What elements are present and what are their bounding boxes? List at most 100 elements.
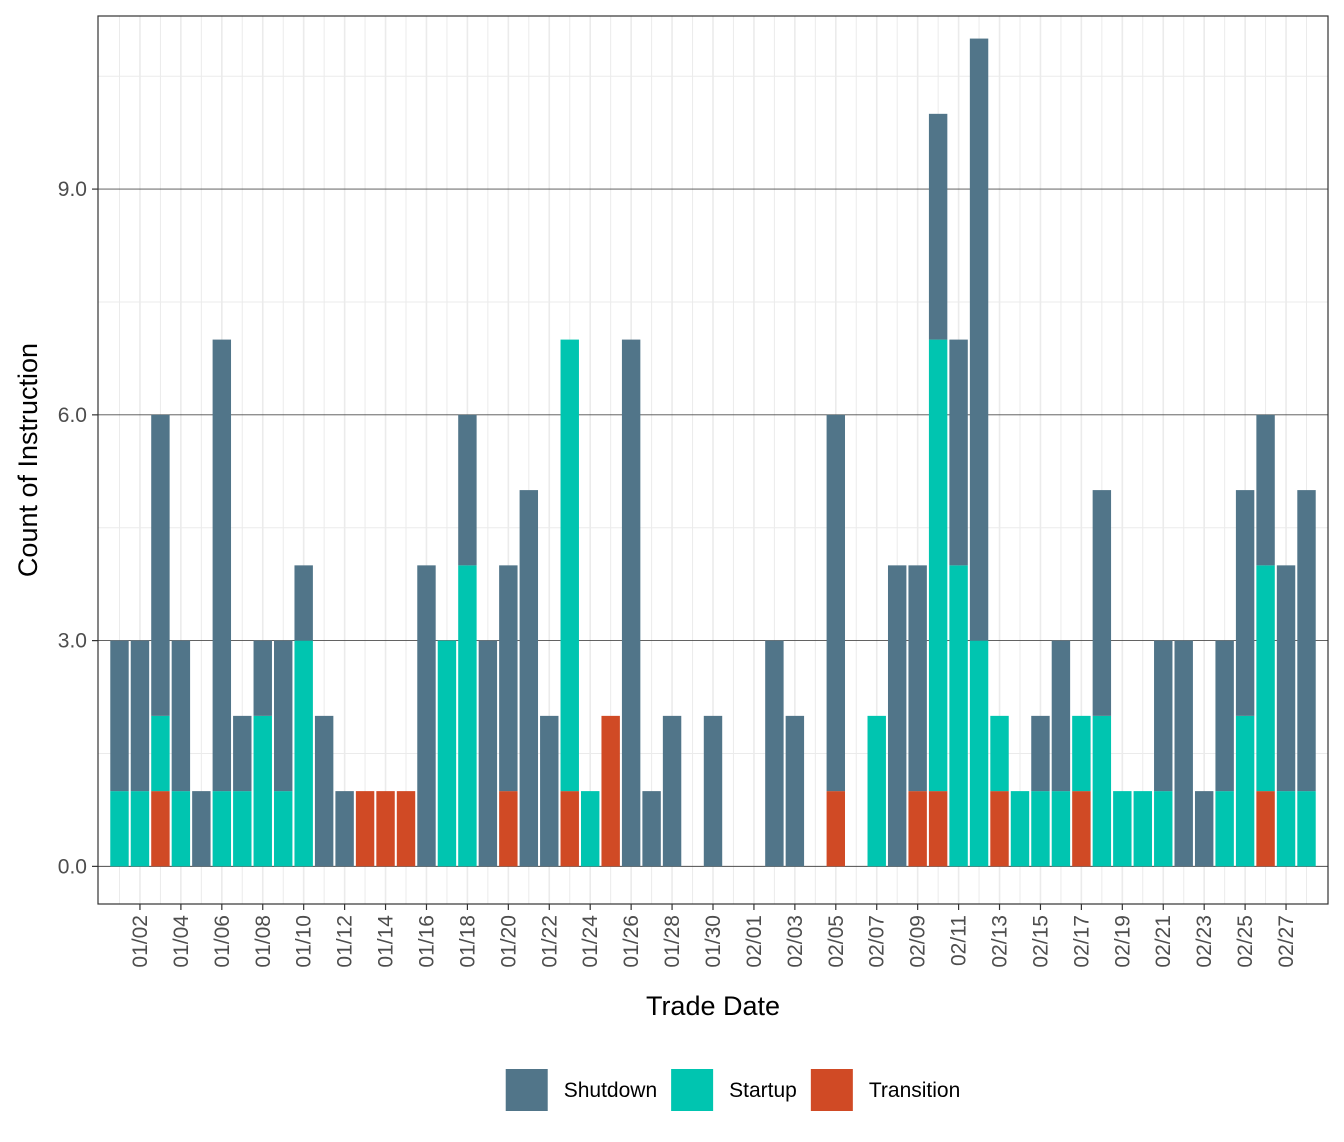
bar-shutdown-01-02 <box>130 640 150 792</box>
y-tick-label: 9.0 <box>58 178 87 201</box>
x-axis: 01/02 01/04 01/06 01/08 01/10 01/12 01/14 01/16… <box>129 904 1298 968</box>
bar-startup-01-18 <box>458 565 477 867</box>
bar-shutdown-01-03 <box>151 414 170 716</box>
bar-shutdown-02-16 <box>1051 640 1071 792</box>
x-tick-label: 01/06 <box>211 915 234 968</box>
bar-shutdown-01-21 <box>519 490 539 867</box>
legend-label-transition: Transition <box>869 1079 960 1102</box>
bar-startup-01-01 <box>110 791 129 867</box>
bar-startup-02-07 <box>867 715 886 867</box>
x-tick-label: 01/22 <box>538 915 561 968</box>
bar-shutdown-02-26 <box>1256 414 1275 566</box>
bar-shutdown-02-28 <box>1297 490 1316 792</box>
bar-transition-01-13 <box>355 791 375 867</box>
bar-shutdown-02-09 <box>908 565 927 792</box>
bar-shutdown-01-07 <box>233 715 252 792</box>
bar-shutdown-02-03 <box>785 715 805 867</box>
bar-startup-01-02 <box>130 791 150 867</box>
x-tick-label: 02/17 <box>1070 915 1093 968</box>
bar-transition-01-23 <box>560 791 579 867</box>
bar-startup-02-20 <box>1133 791 1152 867</box>
bar-startup-01-08 <box>253 715 272 867</box>
bar-startup-02-18 <box>1092 715 1112 867</box>
x-tick-label: 01/26 <box>620 915 643 968</box>
bar-shutdown-01-10 <box>294 565 313 641</box>
x-tick-label: 01/14 <box>375 915 398 968</box>
bar-shutdown-02-25 <box>1235 490 1255 716</box>
bar-startup-02-21 <box>1154 791 1173 867</box>
y-tick-label: 0.0 <box>58 855 87 878</box>
x-tick-label: 01/30 <box>702 915 725 968</box>
bar-shutdown-01-26 <box>621 339 641 867</box>
bar-shutdown-02-12 <box>969 38 989 641</box>
bar-shutdown-02-11 <box>949 339 968 566</box>
x-tick-label: 01/24 <box>579 915 602 968</box>
bar-startup-01-23 <box>560 339 579 792</box>
x-axis-title: Trade Date <box>646 991 780 1021</box>
bar-startup-02-13 <box>990 715 1009 792</box>
bar-startup-02-17 <box>1072 715 1091 792</box>
bar-transition-02-17 <box>1072 791 1091 867</box>
bar-shutdown-02-27 <box>1276 565 1296 792</box>
bar-startup-02-25 <box>1235 715 1255 867</box>
bar-shutdown-01-12 <box>335 791 354 867</box>
x-tick-label: 02/03 <box>784 915 807 968</box>
bar-shutdown-02-23 <box>1194 791 1214 867</box>
y-axis: 0.0 3.0 6.0 9.0 <box>58 178 98 878</box>
x-tick-label: 02/25 <box>1234 915 1257 968</box>
bar-shutdown-02-08 <box>887 565 907 867</box>
bar-startup-02-10 <box>928 339 948 792</box>
bar-shutdown-01-06 <box>212 339 232 792</box>
bar-startup-02-24 <box>1215 791 1234 867</box>
legend-key-shutdown <box>505 1069 548 1111</box>
bar-startup-02-26 <box>1256 565 1275 792</box>
x-tick-label: 01/28 <box>661 915 684 968</box>
bar-transition-01-25 <box>601 715 620 867</box>
x-tick-label: 01/16 <box>415 915 438 968</box>
bar-transition-01-03 <box>151 791 170 867</box>
x-tick-label: 02/13 <box>989 915 1012 968</box>
bar-startup-02-15 <box>1031 791 1050 867</box>
x-tick-label: 01/10 <box>293 915 316 968</box>
bar-shutdown-02-10 <box>928 113 948 340</box>
x-tick-label: 01/04 <box>170 915 193 968</box>
legend-label-shutdown: Shutdown <box>564 1079 657 1102</box>
y-tick-label: 6.0 <box>58 404 87 427</box>
bar-shutdown-01-28 <box>662 715 682 867</box>
bar-startup-01-06 <box>212 791 232 867</box>
bar-startup-02-11 <box>949 565 968 867</box>
legend: Shutdown Startup Transition <box>505 1069 960 1111</box>
x-tick-label: 01/12 <box>334 915 357 968</box>
bar-shutdown-01-01 <box>110 640 129 792</box>
x-tick-label: 02/09 <box>907 915 930 968</box>
bar-shutdown-01-20 <box>499 565 518 792</box>
legend-key-startup <box>671 1069 714 1111</box>
x-tick-label: 02/19 <box>1111 915 1134 968</box>
bars-layer <box>110 38 1316 867</box>
x-tick-label: 02/27 <box>1275 915 1298 968</box>
bar-startup-01-07 <box>233 791 252 867</box>
bar-startup-02-12 <box>969 640 989 867</box>
x-tick-label: 02/23 <box>1193 915 1216 968</box>
bar-shutdown-01-16 <box>417 565 436 867</box>
legend-key-transition <box>810 1069 853 1111</box>
bar-shutdown-02-05 <box>826 414 846 792</box>
bar-startup-01-17 <box>437 640 457 867</box>
bar-transition-02-05 <box>826 791 846 867</box>
bar-shutdown-01-22 <box>540 715 559 867</box>
x-tick-label: 02/05 <box>825 915 848 968</box>
x-tick-label: 01/02 <box>129 915 152 968</box>
bar-shutdown-01-04 <box>171 640 191 792</box>
bar-transition-01-14 <box>376 791 395 867</box>
bar-shutdown-02-22 <box>1174 640 1193 867</box>
bar-transition-01-20 <box>499 791 518 867</box>
x-tick-label: 01/18 <box>456 915 479 968</box>
bar-shutdown-01-08 <box>253 640 272 716</box>
bar-shutdown-01-30 <box>703 715 723 867</box>
x-tick-label: 01/08 <box>252 915 275 968</box>
bar-shutdown-02-21 <box>1154 640 1173 792</box>
bar-startup-02-27 <box>1276 791 1296 867</box>
bar-shutdown-01-19 <box>478 640 498 867</box>
bar-shutdown-02-18 <box>1092 490 1112 716</box>
